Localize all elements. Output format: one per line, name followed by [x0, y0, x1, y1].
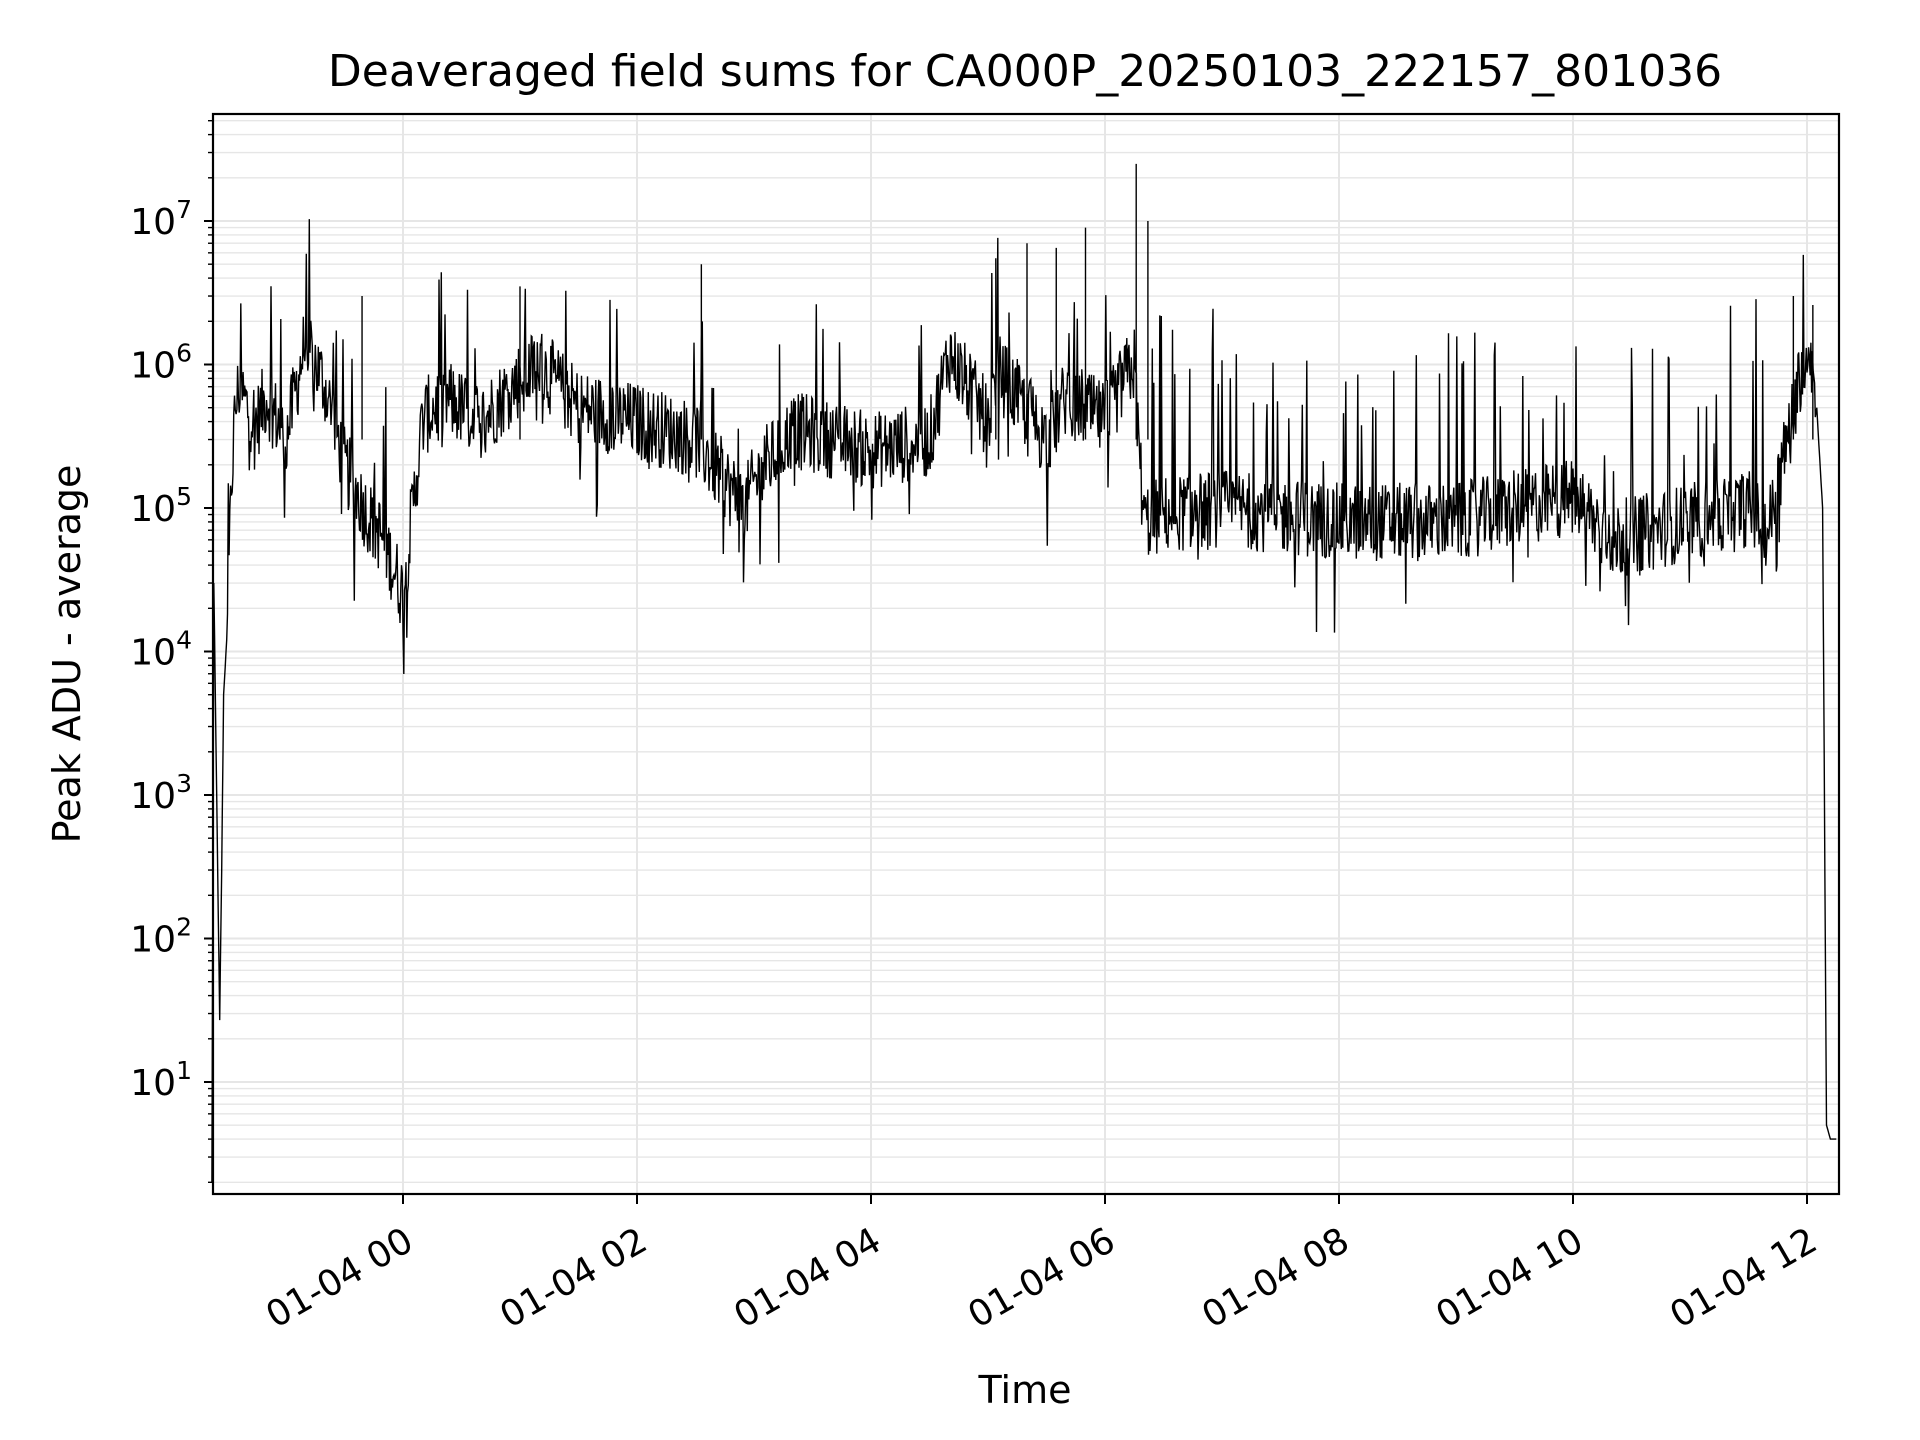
y-axis-label: Peak ADU - average — [45, 465, 89, 844]
y-tick-label: 101 — [130, 1056, 192, 1104]
chart-title: Deaveraged field sums for CA000P_2025010… — [328, 46, 1722, 97]
data-series — [211, 163, 1837, 1183]
y-tick-label: 103 — [130, 769, 192, 817]
x-axis-label: Time — [978, 1368, 1072, 1412]
y-tick-label: 105 — [130, 482, 192, 530]
plot-frame — [211, 112, 1841, 1196]
y-tick-label: 104 — [130, 626, 192, 674]
series-line — [211, 219, 1837, 1183]
y-tick-label: 102 — [130, 913, 192, 961]
y-axis-ticks: 101 102 103 104 105 106 107 — [130, 119, 213, 1184]
y-tick-label: 107 — [130, 195, 192, 243]
y-tick-label: 106 — [130, 339, 192, 387]
